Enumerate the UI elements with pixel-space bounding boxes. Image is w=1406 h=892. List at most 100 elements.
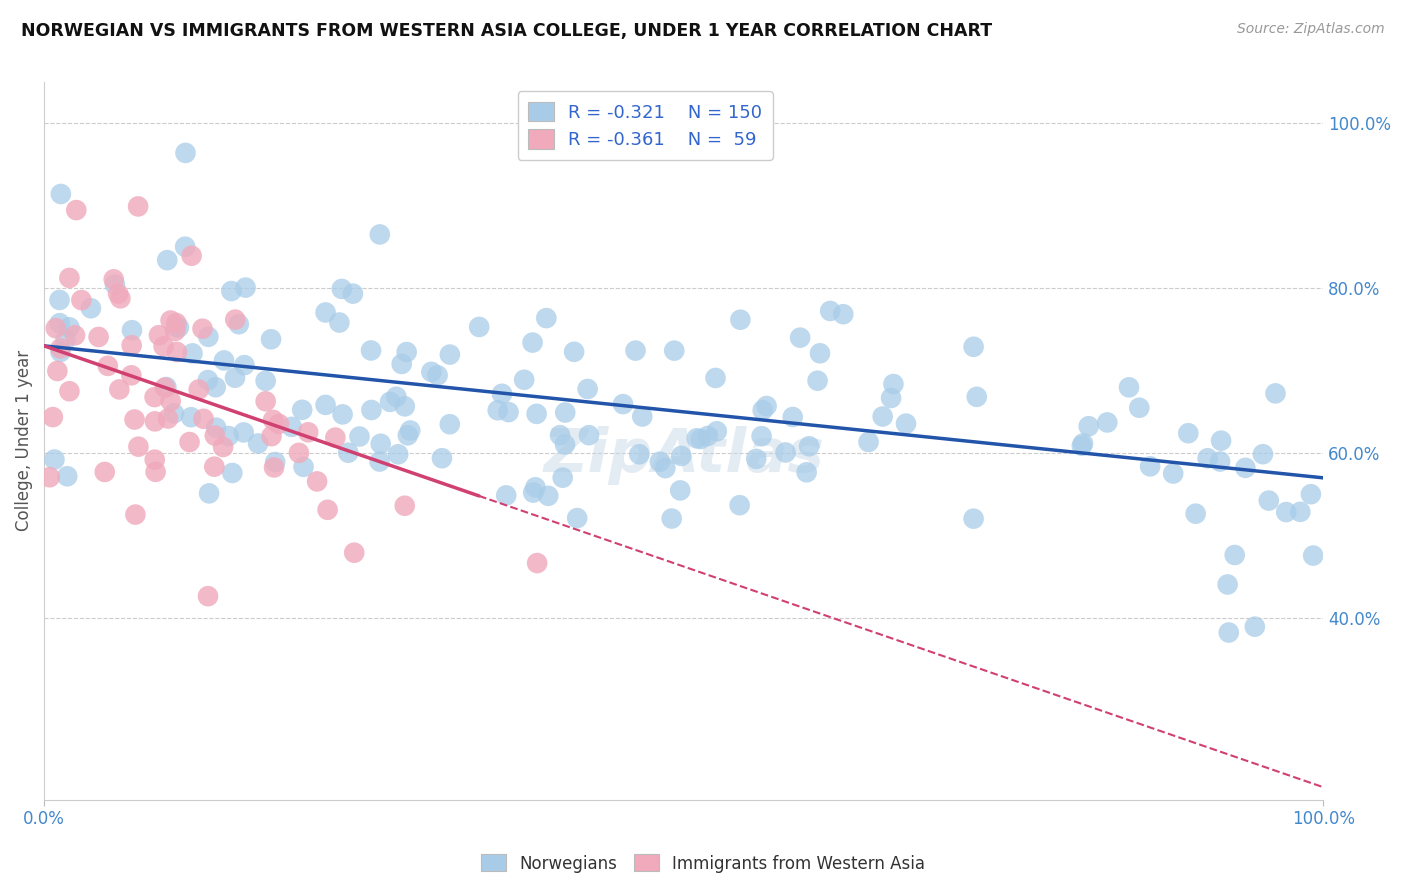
Point bbox=[498, 405, 520, 419]
Point bbox=[368, 454, 391, 468]
Point bbox=[143, 452, 166, 467]
Point bbox=[198, 486, 221, 500]
Point bbox=[882, 377, 904, 392]
Point bbox=[378, 395, 401, 409]
Point bbox=[1302, 549, 1324, 563]
Point bbox=[1070, 439, 1092, 453]
Point bbox=[165, 324, 187, 338]
Point bbox=[565, 511, 588, 525]
Point bbox=[288, 446, 311, 460]
Point bbox=[661, 511, 683, 525]
Point bbox=[110, 291, 132, 305]
Point bbox=[152, 339, 174, 353]
Point bbox=[360, 343, 382, 358]
Point bbox=[612, 397, 634, 411]
Point bbox=[880, 391, 903, 405]
Point bbox=[554, 405, 576, 419]
Point bbox=[260, 332, 283, 346]
Point bbox=[202, 459, 225, 474]
Point bbox=[554, 437, 576, 451]
Point bbox=[808, 346, 831, 360]
Point bbox=[966, 390, 988, 404]
Point bbox=[1197, 451, 1219, 466]
Point bbox=[548, 428, 571, 442]
Point bbox=[1128, 401, 1150, 415]
Point bbox=[87, 330, 110, 344]
Point bbox=[1077, 419, 1099, 434]
Point bbox=[103, 272, 125, 286]
Point bbox=[1071, 436, 1094, 450]
Point bbox=[858, 434, 880, 449]
Point bbox=[267, 417, 290, 431]
Point bbox=[396, 428, 419, 442]
Point bbox=[562, 344, 585, 359]
Point bbox=[387, 447, 409, 461]
Point bbox=[121, 323, 143, 337]
Point bbox=[224, 312, 246, 326]
Point bbox=[315, 305, 337, 319]
Point bbox=[696, 429, 718, 443]
Text: ZipAtlas: ZipAtlas bbox=[543, 425, 824, 484]
Point bbox=[145, 465, 167, 479]
Point bbox=[745, 451, 768, 466]
Point bbox=[1257, 493, 1279, 508]
Point bbox=[671, 449, 693, 463]
Text: Source: ZipAtlas.com: Source: ZipAtlas.com bbox=[1237, 22, 1385, 37]
Point bbox=[806, 374, 828, 388]
Point bbox=[394, 400, 416, 414]
Point bbox=[104, 277, 127, 292]
Point bbox=[325, 431, 347, 445]
Point bbox=[495, 488, 517, 502]
Point bbox=[551, 471, 574, 485]
Point bbox=[193, 412, 215, 426]
Point bbox=[751, 403, 773, 417]
Point bbox=[108, 383, 131, 397]
Point bbox=[730, 312, 752, 326]
Point bbox=[486, 403, 509, 417]
Point bbox=[159, 394, 181, 409]
Point bbox=[395, 345, 418, 359]
Point bbox=[430, 451, 453, 466]
Point bbox=[143, 414, 166, 428]
Point bbox=[536, 311, 558, 326]
Point bbox=[254, 374, 277, 388]
Point bbox=[315, 398, 337, 412]
Point bbox=[235, 280, 257, 294]
Point bbox=[624, 343, 647, 358]
Point bbox=[42, 410, 65, 425]
Point bbox=[420, 365, 443, 379]
Point bbox=[58, 271, 80, 285]
Point bbox=[187, 383, 209, 397]
Legend: R = -0.321    N = 150, R = -0.361    N =  59: R = -0.321 N = 150, R = -0.361 N = 59 bbox=[517, 91, 773, 160]
Point bbox=[124, 508, 146, 522]
Point bbox=[38, 470, 60, 484]
Point bbox=[522, 485, 544, 500]
Point bbox=[159, 313, 181, 327]
Point bbox=[491, 386, 513, 401]
Point bbox=[174, 240, 197, 254]
Point bbox=[578, 428, 600, 442]
Point bbox=[197, 373, 219, 387]
Point bbox=[1243, 620, 1265, 634]
Point bbox=[468, 320, 491, 334]
Point bbox=[1234, 460, 1257, 475]
Point bbox=[316, 503, 339, 517]
Point bbox=[1209, 434, 1232, 448]
Point bbox=[330, 282, 353, 296]
Legend: Norwegians, Immigrants from Western Asia: Norwegians, Immigrants from Western Asia bbox=[474, 847, 932, 880]
Point bbox=[1218, 625, 1240, 640]
Point bbox=[65, 203, 87, 218]
Point bbox=[360, 403, 382, 417]
Point bbox=[349, 429, 371, 443]
Point bbox=[281, 420, 304, 434]
Point bbox=[537, 489, 560, 503]
Point bbox=[218, 429, 240, 443]
Point bbox=[167, 320, 190, 334]
Point bbox=[212, 440, 235, 454]
Point bbox=[797, 439, 820, 453]
Point bbox=[962, 340, 984, 354]
Point bbox=[751, 429, 773, 443]
Point bbox=[391, 357, 413, 371]
Point bbox=[1299, 487, 1322, 501]
Point bbox=[1251, 447, 1274, 461]
